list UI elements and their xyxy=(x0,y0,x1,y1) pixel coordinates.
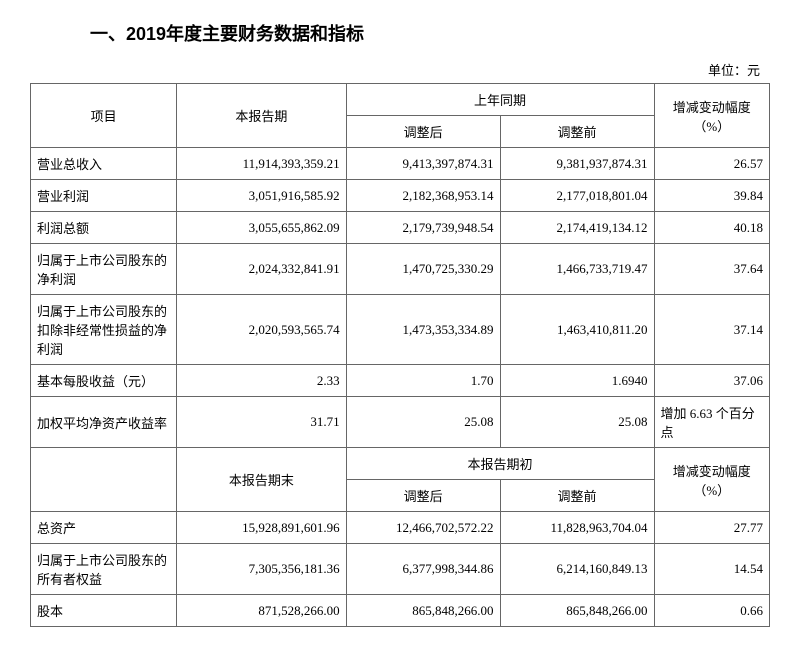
hdr-item: 项目 xyxy=(31,84,177,148)
header-row-2: 本报告期末 本报告期初 增减变动幅度（%） xyxy=(31,448,770,480)
cell-preadj: 1,463,410,811.20 xyxy=(500,295,654,365)
cell-period: 871,528,266.00 xyxy=(177,595,346,627)
hdr-period-2: 本报告期末 xyxy=(177,448,346,512)
table-row: 利润总额 3,055,655,862.09 2,179,739,948.54 2… xyxy=(31,212,770,244)
table-row: 归属于上市公司股东的所有者权益 7,305,356,181.36 6,377,9… xyxy=(31,544,770,595)
cell-chg: 14.54 xyxy=(654,544,770,595)
cell-chg: 0.66 xyxy=(654,595,770,627)
hdr-preadj-2: 调整前 xyxy=(500,480,654,512)
cell-chg: 40.18 xyxy=(654,212,770,244)
table-row: 营业利润 3,051,916,585.92 2,182,368,953.14 2… xyxy=(31,180,770,212)
cell-adj: 2,179,739,948.54 xyxy=(346,212,500,244)
hdr-chg: 增减变动幅度（%） xyxy=(654,84,770,148)
cell-label: 股本 xyxy=(31,595,177,627)
table-row: 股本 871,528,266.00 865,848,266.00 865,848… xyxy=(31,595,770,627)
cell-label: 归属于上市公司股东的扣除非经常性损益的净利润 xyxy=(31,295,177,365)
cell-adj: 865,848,266.00 xyxy=(346,595,500,627)
cell-period: 15,928,891,601.96 xyxy=(177,512,346,544)
cell-period: 11,914,393,359.21 xyxy=(177,148,346,180)
cell-label: 归属于上市公司股东的净利润 xyxy=(31,244,177,295)
cell-period: 3,055,655,862.09 xyxy=(177,212,346,244)
cell-period: 31.71 xyxy=(177,397,346,448)
cell-chg: 27.77 xyxy=(654,512,770,544)
cell-adj: 25.08 xyxy=(346,397,500,448)
cell-period: 3,051,916,585.92 xyxy=(177,180,346,212)
cell-adj: 9,413,397,874.31 xyxy=(346,148,500,180)
cell-label: 营业总收入 xyxy=(31,148,177,180)
hdr-prev-2: 本报告期初 xyxy=(346,448,654,480)
cell-adj: 1,470,725,330.29 xyxy=(346,244,500,295)
table-row: 加权平均净资产收益率 31.71 25.08 25.08 增加 6.63 个百分… xyxy=(31,397,770,448)
hdr-period: 本报告期 xyxy=(177,84,346,148)
cell-chg: 39.84 xyxy=(654,180,770,212)
cell-preadj: 1,466,733,719.47 xyxy=(500,244,654,295)
cell-preadj: 2,177,018,801.04 xyxy=(500,180,654,212)
cell-preadj: 25.08 xyxy=(500,397,654,448)
cell-period: 7,305,356,181.36 xyxy=(177,544,346,595)
cell-adj: 1,473,353,334.89 xyxy=(346,295,500,365)
cell-label: 营业利润 xyxy=(31,180,177,212)
cell-label: 总资产 xyxy=(31,512,177,544)
hdr-preadj: 调整前 xyxy=(500,116,654,148)
hdr-chg-2: 增减变动幅度（%） xyxy=(654,448,770,512)
cell-chg: 26.57 xyxy=(654,148,770,180)
cell-period: 2,024,332,841.91 xyxy=(177,244,346,295)
unit-label: 单位：元 xyxy=(30,60,770,79)
cell-label: 基本每股收益（元） xyxy=(31,365,177,397)
cell-preadj: 6,214,160,849.13 xyxy=(500,544,654,595)
cell-label: 加权平均净资产收益率 xyxy=(31,397,177,448)
hdr-adj-2: 调整后 xyxy=(346,480,500,512)
cell-preadj: 1.6940 xyxy=(500,365,654,397)
section-title: 一、2019年度主要财务数据和指标 xyxy=(90,20,770,46)
financial-table: 项目 本报告期 上年同期 增减变动幅度（%） 调整后 调整前 营业总收入 11,… xyxy=(30,83,770,627)
cell-adj: 2,182,368,953.14 xyxy=(346,180,500,212)
cell-adj: 1.70 xyxy=(346,365,500,397)
cell-preadj: 11,828,963,704.04 xyxy=(500,512,654,544)
cell-period: 2,020,593,565.74 xyxy=(177,295,346,365)
cell-period: 2.33 xyxy=(177,365,346,397)
header-row-1: 项目 本报告期 上年同期 增减变动幅度（%） xyxy=(31,84,770,116)
hdr-item-2 xyxy=(31,448,177,512)
cell-chg: 37.14 xyxy=(654,295,770,365)
table-row: 归属于上市公司股东的净利润 2,024,332,841.91 1,470,725… xyxy=(31,244,770,295)
table-row: 归属于上市公司股东的扣除非经常性损益的净利润 2,020,593,565.74 … xyxy=(31,295,770,365)
cell-chg: 37.64 xyxy=(654,244,770,295)
cell-preadj: 9,381,937,874.31 xyxy=(500,148,654,180)
table-row: 营业总收入 11,914,393,359.21 9,413,397,874.31… xyxy=(31,148,770,180)
hdr-adj: 调整后 xyxy=(346,116,500,148)
cell-label: 归属于上市公司股东的所有者权益 xyxy=(31,544,177,595)
cell-chg: 增加 6.63 个百分点 xyxy=(654,397,770,448)
cell-adj: 12,466,702,572.22 xyxy=(346,512,500,544)
cell-label: 利润总额 xyxy=(31,212,177,244)
cell-preadj: 2,174,419,134.12 xyxy=(500,212,654,244)
table-row: 总资产 15,928,891,601.96 12,466,702,572.22 … xyxy=(31,512,770,544)
cell-chg: 37.06 xyxy=(654,365,770,397)
cell-adj: 6,377,998,344.86 xyxy=(346,544,500,595)
hdr-prev: 上年同期 xyxy=(346,84,654,116)
cell-preadj: 865,848,266.00 xyxy=(500,595,654,627)
table-row: 基本每股收益（元） 2.33 1.70 1.6940 37.06 xyxy=(31,365,770,397)
